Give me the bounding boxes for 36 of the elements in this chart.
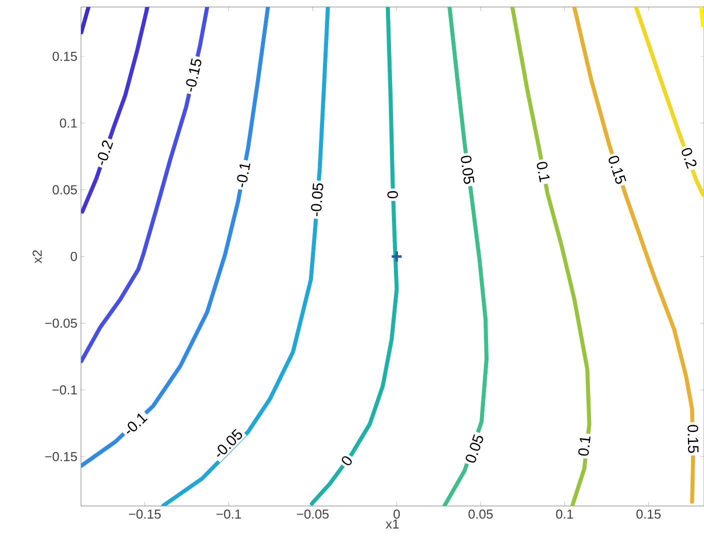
x-axis-title: x1 xyxy=(386,520,399,529)
annotation: 0 xyxy=(342,456,352,466)
annotation: 0.15 xyxy=(688,424,699,453)
y-axis-title: x2 xyxy=(32,250,42,264)
annotation: 0 xyxy=(387,191,398,198)
y-tick-label: −0.05 xyxy=(45,318,77,328)
line-series xyxy=(81,6,210,364)
annotation: 0.1 xyxy=(578,436,590,456)
annotation: 0.1 xyxy=(536,162,550,182)
annotation: -0.2 xyxy=(98,140,114,165)
line-series xyxy=(634,6,704,197)
line-series xyxy=(442,6,489,506)
line-series xyxy=(81,6,150,214)
x-tick-label: −0.1 xyxy=(216,510,241,519)
y-tick-label: −0.15 xyxy=(45,452,77,462)
annotation: -0.1 xyxy=(126,414,148,434)
x-tick-label: 0.05 xyxy=(468,510,493,519)
annotation: 0.15 xyxy=(608,156,626,184)
x-tick-label: 0.1 xyxy=(556,510,574,519)
y-tick-label: 0.05 xyxy=(52,185,77,194)
annotation: -0.1 xyxy=(237,164,250,188)
x-tick-label: 0 xyxy=(394,510,400,519)
y-tick-label: 0.1 xyxy=(60,118,77,128)
x-tick-label: −0.15 xyxy=(129,510,161,519)
y-tick-label: 0 xyxy=(70,252,77,262)
annotation: -0.05 xyxy=(311,183,324,216)
y-tick-label: −0.1 xyxy=(52,385,77,395)
annotation: -0.15 xyxy=(186,58,202,92)
x-tick-label: 0.15 xyxy=(636,510,661,519)
line-series xyxy=(510,6,592,506)
annotation: 0.05 xyxy=(460,156,474,184)
line-series xyxy=(310,6,399,506)
x-tick-label: −0.05 xyxy=(296,510,329,519)
annotation: 0.05 xyxy=(466,434,484,463)
y-tick-label: 0.15 xyxy=(52,52,77,61)
annotation: 0.2 xyxy=(682,148,696,169)
